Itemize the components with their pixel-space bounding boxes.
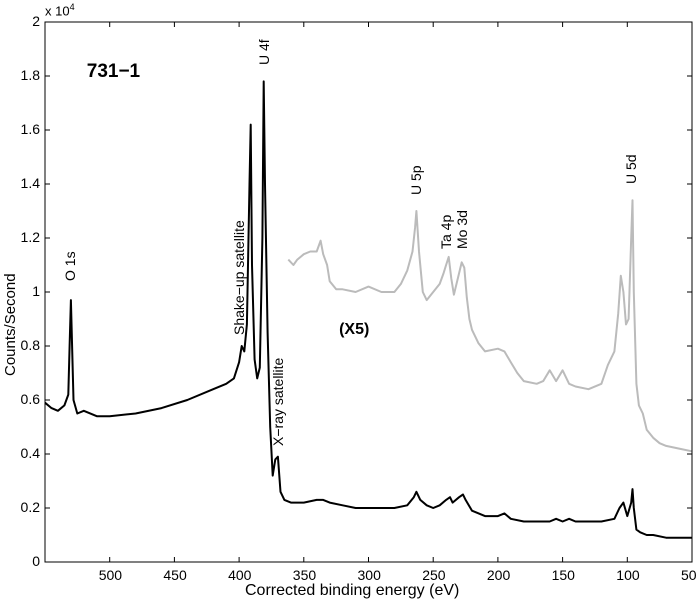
y-axis-label: Counts/Second — [2, 273, 19, 376]
magnified-x5-line — [287, 199, 693, 453]
annotation-u-5d: U 5d — [623, 154, 640, 184]
annotation-mo-3d: Mo 3d — [453, 209, 470, 249]
y-tick-label: 0 — [32, 553, 40, 569]
plot-series — [44, 80, 693, 539]
x-tick-label: 300 — [357, 567, 381, 583]
annotation-o-1s: O 1s — [61, 251, 78, 282]
annotation-u-4f: U 4f — [255, 39, 272, 66]
y-tick-label: 2 — [32, 13, 40, 29]
plot-frame — [44, 21, 693, 563]
x-tick-label: 500 — [98, 567, 123, 583]
x-tick-label: 100 — [616, 567, 640, 583]
x-tick-label: 50 — [681, 567, 697, 583]
x-tick-label: 250 — [422, 567, 446, 583]
y-tick-label: 1.8 — [20, 67, 40, 83]
y-tick-label: 1.4 — [20, 175, 40, 191]
y-tick-label: 0.6 — [20, 391, 40, 407]
x-tick-label: 400 — [228, 567, 252, 583]
x-tick-label: 450 — [163, 567, 187, 583]
annotation-ta-4p: Ta 4p — [438, 214, 455, 249]
y-exponent-label: x 104 — [45, 2, 75, 19]
y-tick-label: 1 — [32, 283, 40, 299]
survey-spectrum-line — [44, 80, 692, 539]
x-tick-label: 350 — [292, 567, 317, 583]
annotation-x-ray-satellite: X−ray satellite — [269, 357, 286, 446]
annotation-731-1: 731−1 — [86, 61, 141, 83]
y-tick-label: 1.6 — [20, 121, 40, 137]
y-tick-label: 1.2 — [20, 229, 40, 245]
x-tick-label: 200 — [486, 567, 511, 583]
annotation-u-5p: U 5p — [408, 165, 425, 195]
annotation--x5-: (X5) — [339, 320, 370, 338]
x-tick-label: 150 — [551, 567, 575, 583]
y-tick-label: 0.4 — [20, 445, 40, 461]
annotation-shake-up-satellite: Shake−up satellite — [231, 220, 248, 336]
axis-ticks — [45, 21, 693, 563]
y-tick-label: 0.8 — [20, 337, 40, 353]
y-tick-label: 0.2 — [20, 499, 40, 515]
x-axis-label: Corrected binding energy (eV) — [245, 582, 460, 599]
